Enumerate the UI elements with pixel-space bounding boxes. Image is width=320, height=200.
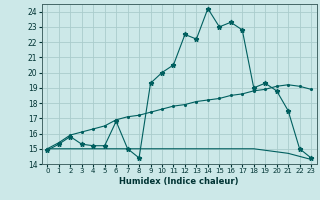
X-axis label: Humidex (Indice chaleur): Humidex (Indice chaleur) [119,177,239,186]
